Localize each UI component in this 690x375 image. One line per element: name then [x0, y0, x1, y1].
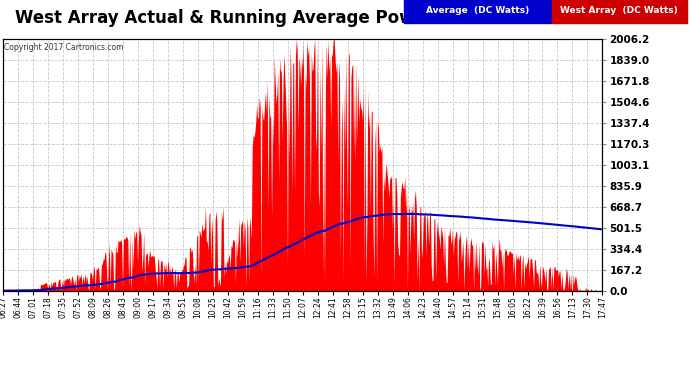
Text: Average  (DC Watts): Average (DC Watts): [426, 6, 529, 15]
Text: West Array  (DC Watts): West Array (DC Watts): [560, 6, 678, 15]
Text: Copyright 2017 Cartronics.com: Copyright 2017 Cartronics.com: [4, 43, 124, 52]
Text: West Array Actual & Running Average Power Thu Mar 9 17:47: West Array Actual & Running Average Powe…: [15, 9, 592, 27]
